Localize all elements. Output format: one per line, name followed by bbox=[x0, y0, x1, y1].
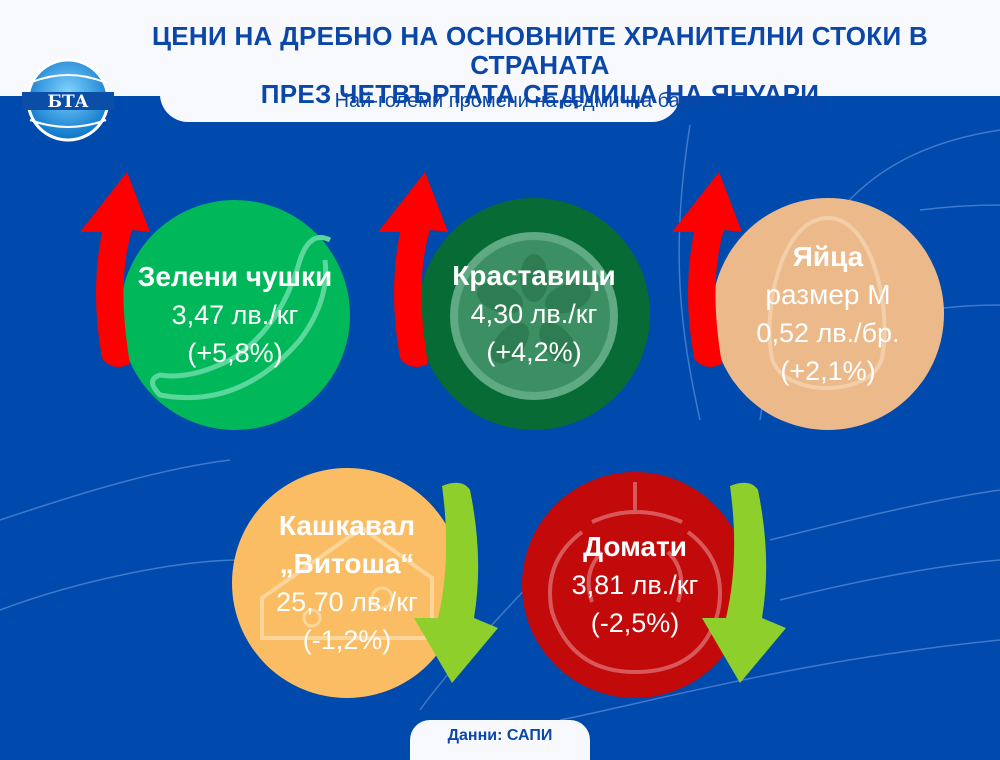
item-bubble-green-peppers: Зелени чушки 3,47 лв./кг (+5,8%) bbox=[120, 200, 350, 430]
item-change: (+5,8%) bbox=[187, 338, 283, 368]
item-price: 0,52 лв./бр. bbox=[756, 318, 900, 348]
item-bubble-cucumbers: Краставици 4,30 лв./кг (+4,2%) bbox=[418, 198, 650, 430]
item-bubble-tomatoes: Домати 3,81 лв./кг (-2,5%) bbox=[522, 472, 748, 698]
title-line-1: ЦЕНИ НА ДРЕБНО НА ОСНОВНИТЕ ХРАНИТЕЛНИ С… bbox=[151, 21, 929, 80]
down-arrow-icon bbox=[414, 482, 498, 683]
svg-text:БТА: БТА bbox=[47, 92, 88, 112]
header-tab bbox=[160, 90, 680, 122]
item-name-line-1: Кашкавал bbox=[278, 510, 416, 541]
item-name: Зелени чушки bbox=[137, 261, 333, 292]
page-title: ЦЕНИ НА ДРЕБНО НА ОСНОВНИТЕ ХРАНИТЕЛНИ С… bbox=[0, 22, 1000, 109]
item-price: 4,30 лв./кг bbox=[470, 299, 598, 329]
up-arrow-icon bbox=[80, 172, 150, 367]
item-name-line-2: размер М bbox=[765, 279, 891, 310]
subtitle: Най-големи промени на седмична база: bbox=[334, 90, 706, 112]
header-band bbox=[0, 0, 1000, 96]
item-change: (+4,2%) bbox=[486, 337, 582, 367]
item-name-line-1: Яйца bbox=[792, 241, 864, 272]
item-name-line-2: „Витоша“ bbox=[279, 548, 415, 579]
up-arrow-icon bbox=[672, 172, 742, 367]
down-arrow-icon bbox=[702, 482, 786, 683]
item-price: 3,47 лв./кг bbox=[171, 300, 299, 330]
egg-icon bbox=[767, 215, 887, 390]
item-name: Краставици bbox=[452, 260, 616, 291]
item-price: 25,70 лв./кг bbox=[276, 587, 418, 617]
tomato-icon bbox=[548, 482, 722, 675]
title-line-2: ПРЕЗ ЧЕТВЪРТАТА СЕДМИЦА НА ЯНУАРИ bbox=[260, 79, 820, 109]
item-change: (-1,2%) bbox=[302, 625, 392, 655]
up-arrow-icon bbox=[378, 172, 448, 367]
cucumber-icon bbox=[450, 232, 618, 400]
bta-logo-icon: БТА bbox=[22, 58, 114, 142]
item-change: (+2,1%) bbox=[780, 356, 876, 386]
item-bubble-eggs: Яйца размер М 0,52 лв./бр. (+2,1%) bbox=[712, 198, 944, 430]
source-footer: Данни: САПИ bbox=[410, 720, 590, 760]
item-bubble-cheese: Кашкавал „Витоша“ 25,70 лв./кг (-1,2%) bbox=[232, 468, 462, 698]
cheese-icon bbox=[260, 525, 434, 640]
item-name: Домати bbox=[583, 531, 687, 562]
pepper-icon bbox=[150, 235, 332, 401]
item-change: (-2,5%) bbox=[590, 608, 680, 638]
item-price: 3,81 лв./кг bbox=[571, 570, 699, 600]
